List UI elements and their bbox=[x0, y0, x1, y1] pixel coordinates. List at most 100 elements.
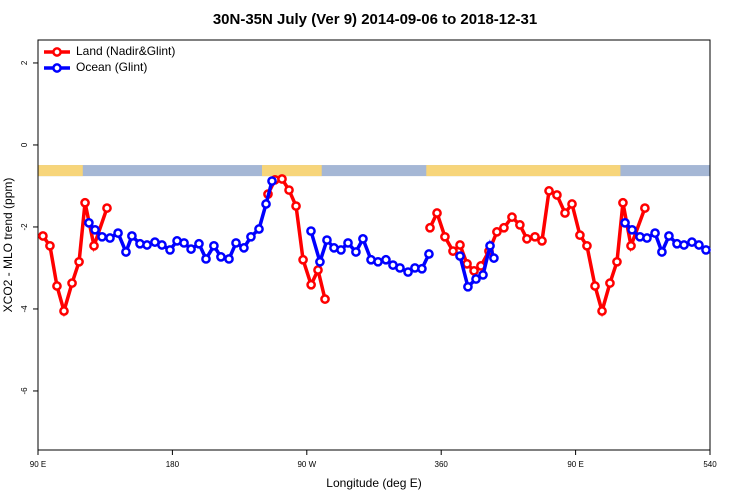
series-point bbox=[239, 243, 249, 253]
series-point bbox=[605, 278, 615, 288]
series-point bbox=[640, 203, 650, 213]
series-point bbox=[492, 227, 502, 237]
series-point bbox=[432, 208, 442, 218]
series-point bbox=[455, 251, 465, 261]
series-point bbox=[209, 240, 219, 251]
series-point bbox=[590, 281, 600, 291]
series-point bbox=[403, 267, 413, 277]
series-point bbox=[440, 231, 450, 242]
series-point bbox=[499, 222, 509, 233]
x-tick-label: 90 W bbox=[297, 460, 316, 469]
y-axis-label: XCO2 - MLO trend (ppm) bbox=[1, 178, 15, 313]
series-point bbox=[97, 231, 107, 242]
series-point bbox=[627, 224, 637, 235]
x-tick-label: 90 E bbox=[567, 460, 583, 469]
series-point bbox=[373, 256, 383, 267]
series-point bbox=[679, 240, 689, 250]
series-point bbox=[657, 247, 667, 257]
series-point bbox=[224, 254, 234, 264]
series-point bbox=[102, 203, 112, 213]
series-point bbox=[575, 230, 585, 241]
series-point bbox=[343, 238, 353, 248]
series-point bbox=[254, 224, 264, 234]
series-point bbox=[284, 185, 294, 195]
series-point bbox=[291, 201, 301, 211]
series-point bbox=[582, 240, 592, 251]
series-point bbox=[313, 265, 323, 275]
series-point bbox=[425, 222, 435, 233]
x-axis-label: Longitude (deg E) bbox=[326, 476, 421, 490]
series-point bbox=[306, 279, 316, 290]
series-point bbox=[642, 233, 652, 243]
y-tick-label: 0 bbox=[20, 142, 29, 147]
series-point bbox=[105, 233, 115, 243]
series-point bbox=[267, 176, 277, 186]
series-point bbox=[201, 254, 211, 264]
series-line bbox=[266, 177, 327, 300]
series-point bbox=[701, 245, 711, 255]
series-point bbox=[231, 238, 241, 248]
x-tick-label: 360 bbox=[435, 460, 449, 469]
x-tick-label: 540 bbox=[703, 460, 717, 469]
y-tick-label: -4 bbox=[20, 305, 29, 313]
series-point bbox=[478, 270, 488, 280]
legend-marker bbox=[52, 63, 62, 73]
series-point bbox=[455, 240, 465, 250]
series-point bbox=[620, 218, 630, 228]
plot-frame bbox=[37, 39, 711, 451]
series-point bbox=[38, 231, 48, 241]
y-tick-label: 2 bbox=[20, 60, 29, 65]
series-line bbox=[41, 202, 109, 318]
ocean-strip bbox=[38, 165, 710, 177]
series-point bbox=[597, 306, 607, 316]
series-point bbox=[485, 240, 495, 251]
series-point bbox=[567, 199, 577, 209]
series-point bbox=[469, 265, 479, 276]
series-point bbox=[463, 281, 473, 292]
series-point bbox=[522, 234, 532, 244]
series-point bbox=[298, 254, 308, 265]
series-point bbox=[165, 245, 175, 255]
series-point bbox=[381, 254, 391, 265]
series-point bbox=[560, 208, 570, 218]
series-point bbox=[74, 256, 84, 267]
y-tick-label: -2 bbox=[20, 223, 29, 231]
x-tick-label: 90 E bbox=[30, 460, 46, 469]
series-point bbox=[246, 231, 256, 242]
legend-label: Ocean (Glint) bbox=[76, 60, 147, 74]
series-point bbox=[626, 240, 636, 251]
series-point bbox=[417, 263, 427, 274]
series-point bbox=[113, 228, 123, 238]
series-point bbox=[84, 218, 94, 228]
series-point bbox=[277, 174, 287, 184]
series-point bbox=[544, 186, 554, 196]
series-point bbox=[351, 247, 361, 257]
series-point bbox=[612, 256, 622, 267]
series-point bbox=[694, 240, 704, 250]
series-point bbox=[336, 245, 346, 255]
series-point bbox=[157, 240, 167, 250]
series-line bbox=[428, 188, 647, 318]
series-point bbox=[462, 259, 472, 269]
series-point bbox=[322, 235, 332, 245]
series-point bbox=[80, 197, 90, 208]
land-strip bbox=[262, 165, 322, 177]
series-point bbox=[471, 274, 481, 284]
series-point bbox=[186, 244, 196, 254]
series-point bbox=[216, 252, 226, 262]
series-point bbox=[664, 231, 674, 241]
series-point bbox=[618, 197, 628, 208]
series-point bbox=[261, 199, 271, 209]
series-point bbox=[127, 231, 137, 241]
land-strip bbox=[426, 165, 621, 177]
series-point bbox=[530, 231, 540, 242]
series-point bbox=[90, 224, 100, 235]
y-tick-label: -6 bbox=[20, 387, 29, 395]
legend-marker bbox=[52, 47, 62, 57]
series-point bbox=[179, 238, 189, 248]
series-point bbox=[315, 256, 325, 267]
series-point bbox=[395, 263, 405, 273]
series-point bbox=[89, 240, 99, 251]
series-point bbox=[424, 249, 434, 259]
